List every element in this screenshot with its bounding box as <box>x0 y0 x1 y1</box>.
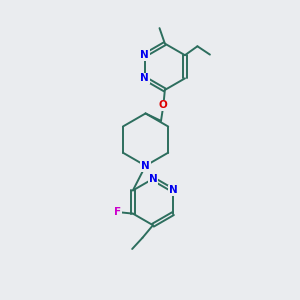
Text: N: N <box>169 185 177 195</box>
Text: N: N <box>140 50 149 60</box>
Text: O: O <box>159 100 168 110</box>
Text: N: N <box>140 74 149 83</box>
Text: N: N <box>141 161 150 171</box>
Text: N: N <box>148 174 157 184</box>
Text: F: F <box>115 207 122 217</box>
